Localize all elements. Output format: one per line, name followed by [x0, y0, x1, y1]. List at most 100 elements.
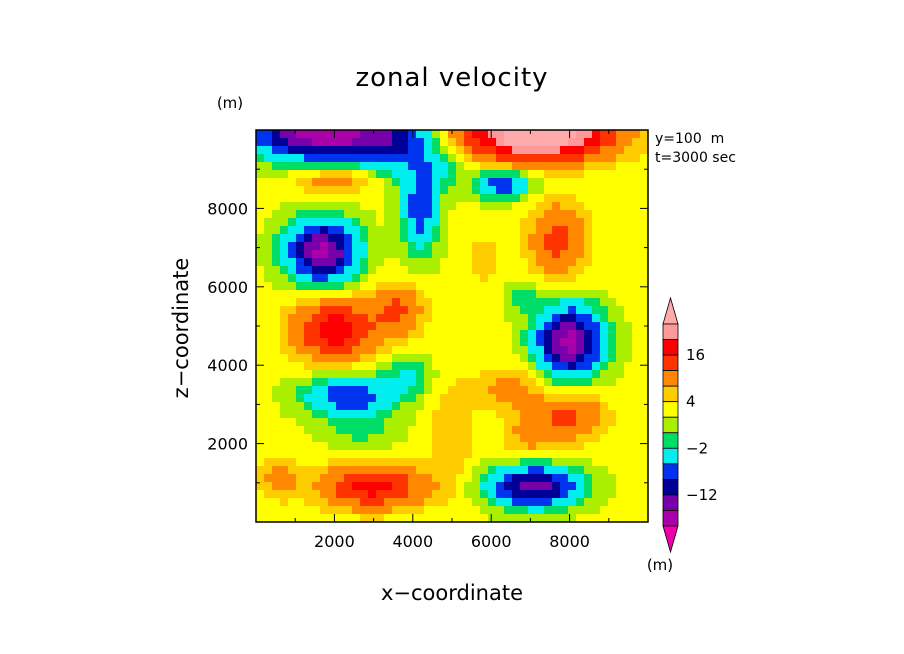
field-cell: [592, 482, 617, 491]
field-cell: [576, 274, 648, 283]
field-cell: [328, 274, 353, 283]
field-cell: [256, 218, 265, 227]
colorbar-swatch: [662, 354, 679, 372]
field-cell: [304, 226, 321, 235]
field-cell: [488, 178, 513, 187]
field-cell: [312, 402, 337, 411]
field-cell: [424, 226, 433, 235]
field-cell: [608, 362, 625, 371]
field-cell: [616, 378, 648, 387]
field-cell: [376, 290, 417, 299]
field-cell: [544, 274, 577, 283]
x-tick-label: 4000: [392, 532, 433, 551]
field-cell: [536, 226, 553, 235]
field-cell: [560, 146, 585, 155]
field-cell: [504, 434, 521, 443]
field-cell: [288, 274, 297, 283]
x-tick-label: 8000: [549, 532, 590, 551]
colorbar-swatch: [662, 510, 679, 527]
field-cell: [520, 242, 529, 251]
field-cell: [360, 226, 369, 235]
field-cell: [312, 250, 329, 259]
field-cell: [552, 498, 577, 507]
field-cell: [552, 370, 593, 379]
field-cell: [256, 258, 273, 267]
field-cell: [456, 474, 473, 483]
field-cell: [600, 138, 617, 147]
field-cell: [600, 362, 609, 371]
y-tick-label: 8000: [207, 199, 248, 218]
field-cell: [536, 290, 609, 299]
field-cell: [616, 354, 633, 363]
field-cell: [256, 186, 305, 195]
field-cell: [376, 394, 401, 403]
colorbar-swatch: [662, 370, 679, 387]
field-cell: [296, 386, 313, 395]
field-cell: [488, 498, 497, 507]
field-cell: [288, 314, 313, 323]
field-cell: [528, 386, 545, 395]
field-cell: [504, 306, 521, 315]
field-cell: [480, 370, 529, 379]
field-cell: [576, 434, 601, 443]
x-axis-label: x−coordinate: [381, 581, 523, 605]
field-cell: [416, 226, 425, 235]
field-cell: [328, 386, 369, 395]
field-cell: [432, 130, 441, 139]
field-cell: [592, 226, 648, 235]
field-cell: [488, 514, 577, 522]
field-cell: [600, 506, 648, 515]
field-cell: [280, 314, 289, 323]
field-cell: [256, 282, 273, 291]
field-cell: [632, 354, 648, 363]
field-cell: [584, 138, 601, 147]
field-cell: [360, 186, 385, 195]
field-cell: [256, 410, 281, 419]
field-cell: [496, 266, 529, 275]
field-cell: [392, 354, 433, 363]
field-cell: [328, 410, 377, 419]
velocity-field: [256, 130, 648, 522]
colorbar-label: −12: [686, 486, 718, 504]
field-cell: [288, 242, 297, 251]
field-cell: [288, 170, 321, 179]
field-cell: [432, 410, 473, 419]
field-cell: [448, 250, 473, 259]
field-cell: [432, 242, 449, 251]
field-cell: [544, 394, 601, 403]
field-cell: [400, 226, 409, 235]
colorbar-swatch: [662, 323, 679, 340]
field-cell: [304, 426, 337, 435]
field-cell: [288, 338, 305, 347]
field-cell: [512, 402, 601, 411]
field-cell: [520, 338, 529, 347]
field-cell: [272, 482, 297, 491]
field-cell: [384, 258, 401, 267]
field-cell: [464, 162, 481, 171]
field-cell: [592, 258, 648, 267]
field-cell: [520, 418, 553, 427]
field-cell: [376, 170, 393, 179]
field-cell: [528, 266, 545, 275]
field-cell: [296, 346, 321, 355]
field-cell: [480, 170, 521, 179]
field-cell: [440, 194, 481, 203]
field-cell: [272, 394, 297, 403]
field-cell: [584, 346, 593, 355]
field-cell: [296, 130, 361, 139]
field-cell: [344, 258, 353, 267]
field-cell: [272, 250, 281, 259]
field-cell: [304, 338, 329, 347]
field-cell: [256, 386, 273, 395]
field-cell: [560, 482, 577, 491]
field-cell: [312, 138, 353, 147]
field-cell: [584, 226, 593, 235]
field-cell: [360, 266, 369, 275]
colorbar-swatch: [662, 385, 679, 403]
field-cell: [288, 250, 297, 259]
field-cell: [504, 426, 513, 435]
field-cell: [368, 386, 409, 395]
field-cell: [592, 306, 609, 315]
field-cell: [320, 226, 329, 235]
field-cell: [600, 402, 609, 411]
